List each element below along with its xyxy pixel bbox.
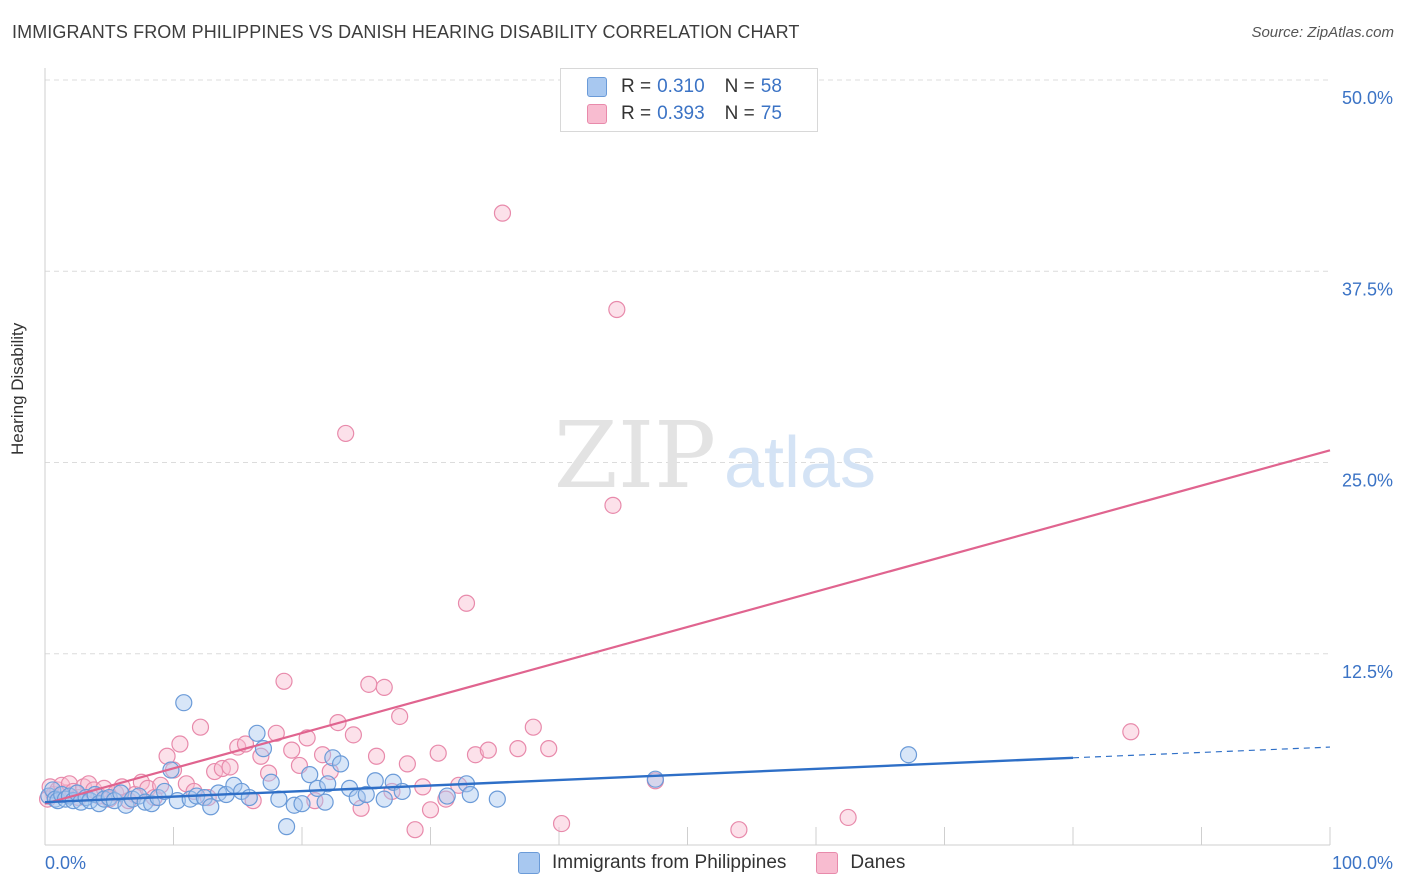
danes-point-59	[429, 744, 447, 762]
danes-point-39	[275, 672, 293, 690]
r-label: R =	[621, 103, 652, 124]
watermark-atlas: atlas	[724, 423, 876, 503]
y-tick-label-0: 12.5%	[1342, 662, 1393, 682]
legend-swatch-blue	[518, 852, 540, 874]
danes-point-32	[221, 758, 239, 776]
philippines-point-52	[366, 772, 384, 790]
danes-point-50	[360, 675, 378, 693]
philippines-point-24	[155, 782, 174, 801]
swatch-pink	[587, 104, 607, 124]
series-legend: Immigrants from Philippines Danes	[518, 852, 935, 874]
philippines-point-37	[248, 724, 266, 742]
philippines-point-56	[438, 787, 456, 805]
y-tick-label-3: 50.0%	[1342, 88, 1393, 108]
philippines-point-53	[375, 790, 393, 808]
stats-row-philippines: R = 0.310 N = 58	[587, 75, 782, 99]
danes-point-58	[421, 801, 440, 819]
danes-point-70	[608, 300, 626, 319]
danes-point-42	[298, 729, 316, 747]
danes-point-25	[171, 735, 189, 753]
philippines-point-60	[899, 746, 918, 764]
philippines-point-41	[277, 818, 296, 836]
philippines-point-46	[316, 793, 334, 811]
trend-lines	[44, 449, 1331, 805]
n-label: N =	[724, 103, 755, 124]
chart-title: IMMIGRANTS FROM PHILIPPINES VS DANISH HE…	[12, 22, 800, 42]
watermark-zip: ZIP	[554, 402, 716, 509]
danes-point-38	[267, 724, 285, 742]
danes-point-64	[479, 741, 497, 759]
r-label: R =	[621, 76, 652, 97]
philippines-point-62	[319, 775, 337, 793]
philippines-point-61	[488, 790, 506, 808]
danes-point-69	[552, 814, 571, 833]
danes-point-23	[158, 747, 176, 765]
grid-lines	[45, 79, 1330, 655]
danes-point-56	[406, 821, 424, 839]
danes-point-44	[313, 746, 332, 764]
philippines-points	[40, 694, 918, 836]
y-tick-label-1: 25.0%	[1342, 471, 1393, 491]
philippines-point-59	[646, 770, 664, 788]
philippines-point-45	[308, 779, 327, 797]
legend-item-philippines[interactable]: Immigrants from Philippines	[518, 852, 786, 874]
swatch-blue	[587, 77, 607, 97]
danes-point-28	[191, 718, 210, 736]
x-tick-label-1: 100.0%	[1332, 853, 1393, 873]
philippines-trend-line	[44, 756, 1074, 804]
danes-point-55	[398, 755, 416, 773]
tick-labels: 12.5% 25.0% 37.5% 50.0% 0.0% 100.0%	[45, 88, 1393, 873]
danes-point-66	[509, 740, 527, 758]
stats-legend: R = 0.310 N = 58 R = 0.393 N = 75	[560, 68, 818, 132]
philippines-point-58	[461, 785, 479, 804]
legend-item-danes[interactable]: Danes	[816, 852, 905, 874]
legend-swatch-pink	[816, 852, 839, 874]
danes-point-76	[1122, 723, 1140, 741]
stats-row-danes: R = 0.393 N = 75	[587, 102, 782, 126]
n-label: N =	[724, 76, 755, 97]
y-tick-label-2: 37.5%	[1342, 279, 1393, 299]
philippines-point-48	[331, 755, 350, 773]
danes-point-47	[337, 424, 355, 443]
x-tick-label-0: 0.0%	[45, 853, 86, 873]
philippines-point-39	[262, 773, 280, 791]
philippines-point-27	[175, 694, 193, 712]
danes-point-51	[367, 747, 386, 765]
danes-point-63	[466, 746, 485, 764]
philippines-point-51	[357, 785, 375, 804]
r-value: 0.310	[657, 76, 705, 97]
danes-point-62	[457, 594, 476, 612]
danes-point-74	[730, 821, 748, 839]
danes-point-54	[391, 707, 409, 726]
danes-point-68	[540, 740, 558, 758]
axes	[44, 68, 1331, 846]
philippines-point-43	[293, 795, 311, 813]
r-value: 0.393	[657, 103, 705, 124]
philippines-point-31	[202, 798, 220, 816]
danes-trend-line	[44, 449, 1331, 805]
philippines-trend-extension	[1072, 746, 1331, 759]
philippines-point-44	[301, 766, 319, 784]
legend-label-philippines: Immigrants from Philippines	[552, 852, 787, 873]
source-label: Source: ZipAtlas.com	[1251, 24, 1394, 41]
danes-point-65	[493, 204, 512, 222]
danes-point-67	[524, 718, 542, 736]
philippines-point-22	[143, 795, 161, 813]
danes-point-71	[604, 496, 622, 514]
philippines-point-18	[117, 796, 135, 814]
philippines-point-20	[130, 787, 148, 805]
danes-point-40	[283, 741, 301, 759]
n-value: 58	[760, 76, 782, 97]
danes-point-75	[839, 808, 857, 827]
legend-label-danes: Danes	[850, 852, 906, 873]
n-value: 75	[760, 103, 782, 124]
y-axis-label: Hearing Disability	[8, 322, 27, 455]
danes-point-52	[375, 678, 393, 697]
danes-point-48	[344, 726, 362, 744]
